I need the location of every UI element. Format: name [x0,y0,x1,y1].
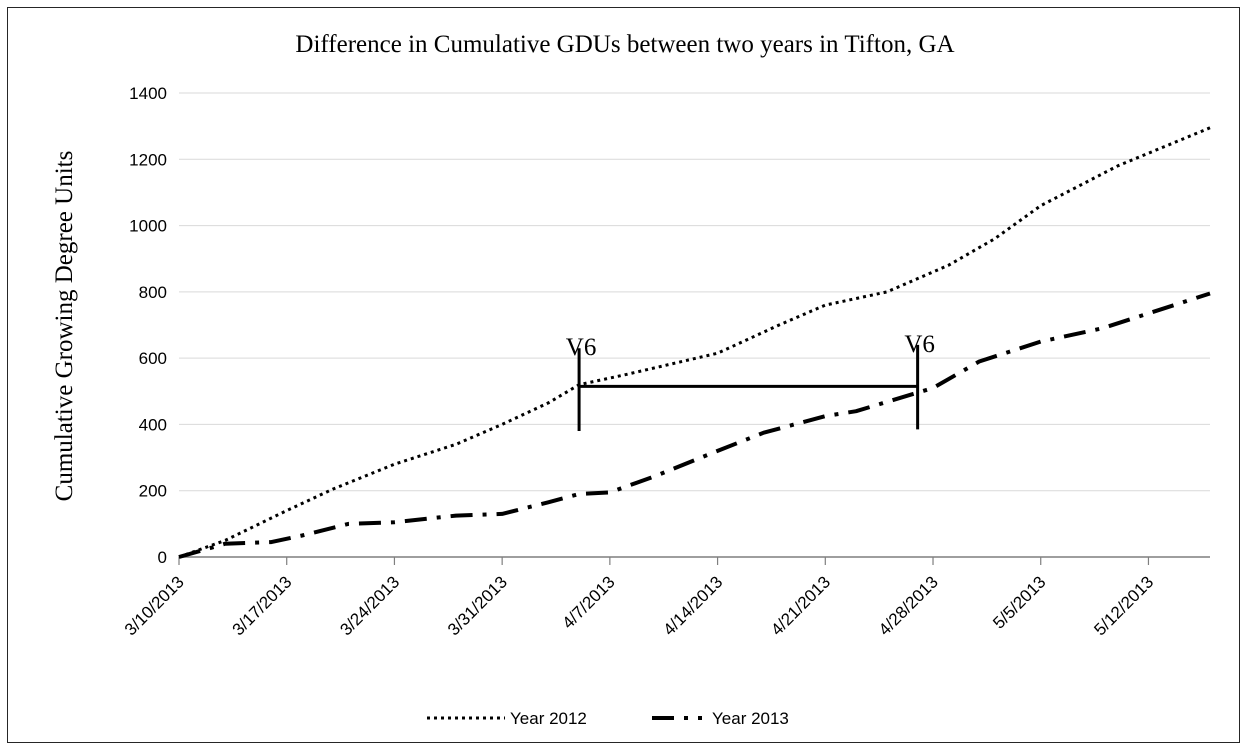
x-tick-label: 5/12/2013 [1090,572,1157,639]
legend-label: Year 2012 [510,709,587,728]
x-tick-label: 3/10/2013 [121,572,188,639]
y-tick-label: 0 [158,548,167,567]
x-tick-label: 4/21/2013 [767,572,834,639]
y-axis-label: Cumulative Growing Degree Units [51,151,78,502]
x-tick-label: 3/17/2013 [229,572,296,639]
series-line-year-2013 [178,291,1211,559]
annotations: V6 V6 [566,331,935,432]
v6-label: V6 [566,334,597,361]
y-tick-label: 200 [139,482,167,501]
legend: Year 2012 Year 2013 [427,709,789,728]
v6-label: V6 [904,331,935,358]
y-tick-label: 1000 [129,217,167,236]
x-tick-label: 4/7/2013 [558,572,618,632]
y-tick-label: 1400 [129,84,167,103]
y-tick-label: 400 [139,415,167,434]
x-tick-label: 3/31/2013 [444,572,511,639]
x-tick-label: 4/28/2013 [875,572,942,639]
chart-frame [7,7,1240,743]
gridlines [179,92,1210,558]
x-tick-label: 5/5/2013 [989,572,1049,632]
series-lines [178,126,1211,559]
x-tick-labels: 3/10/2013 3/17/2013 3/24/2013 3/31/2013 4/7/… [121,557,1157,639]
legend-label: Year 2013 [712,709,789,728]
series-line-year-2012 [178,126,1211,559]
y-tick-label: 1200 [129,150,167,169]
y-tick-labels: 0 200 400 600 800 1000 1200 1400 [129,84,167,567]
x-tick-label: 4/14/2013 [659,572,726,639]
y-tick-label: 800 [139,283,167,302]
x-tick-label: 3/24/2013 [336,572,403,639]
y-tick-label: 600 [139,349,167,368]
chart-title: Difference in Cumulative GDUs between tw… [295,31,954,58]
